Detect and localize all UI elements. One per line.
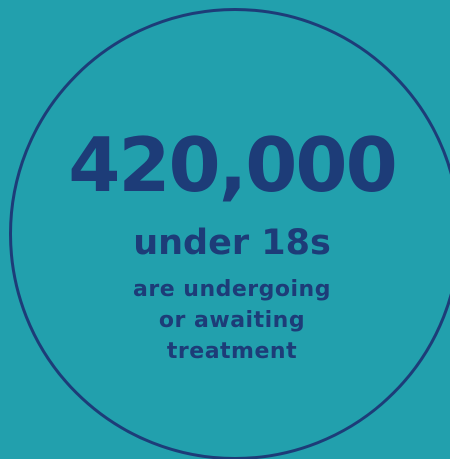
- stat-description: are undergoing or awaiting treatment: [133, 277, 331, 364]
- stat-number: 420,000: [68, 121, 398, 209]
- circle-outline: [9, 8, 450, 459]
- stat-subheading: under 18s: [133, 223, 331, 263]
